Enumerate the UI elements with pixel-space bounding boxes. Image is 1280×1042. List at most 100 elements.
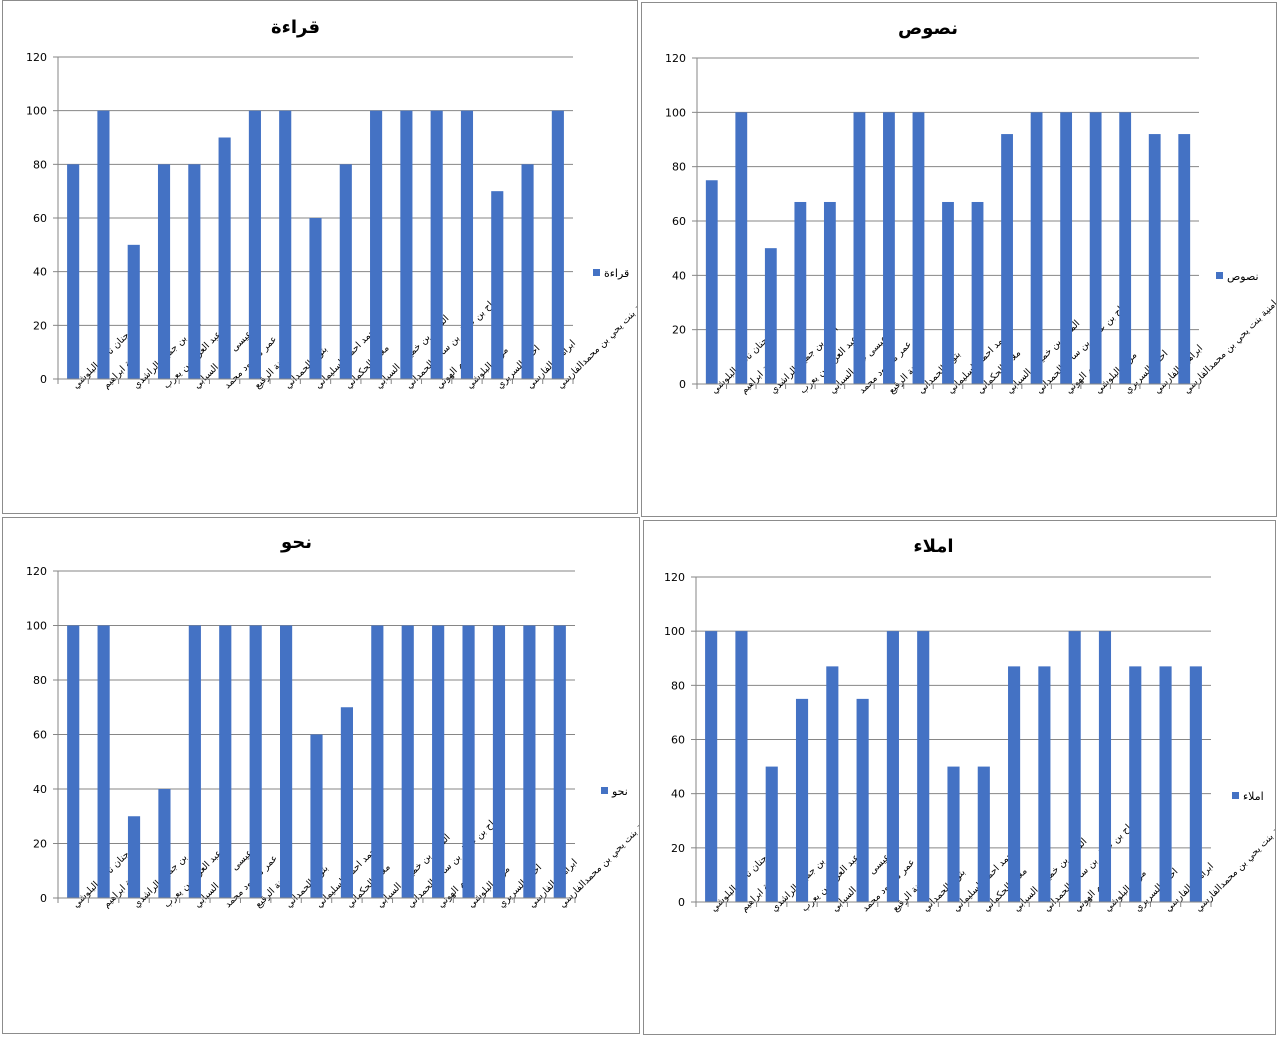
y-tick-label: 120 (26, 565, 47, 578)
bar (279, 110, 292, 380)
legend-label: املاء (1243, 790, 1264, 803)
bar (249, 625, 262, 898)
y-tick-label: 40 (33, 783, 47, 796)
bar (1001, 134, 1013, 384)
bar (735, 631, 748, 902)
bar (977, 766, 990, 902)
chart-title: املاء (913, 536, 953, 557)
bar (248, 110, 261, 380)
bar (883, 112, 895, 384)
bar (1068, 631, 1081, 902)
y-tick-label: 80 (33, 158, 47, 171)
y-tick-label: 20 (33, 319, 47, 332)
bar (795, 698, 809, 902)
bar (971, 201, 984, 384)
bar (432, 625, 445, 898)
legend-swatch (1232, 792, 1239, 799)
bar (492, 625, 506, 898)
bar (1060, 112, 1073, 384)
bar (1098, 631, 1112, 902)
legend-label: قراءة (604, 267, 629, 280)
bar (309, 218, 322, 379)
bar (401, 625, 414, 898)
bar (1030, 112, 1043, 384)
bar (912, 112, 925, 384)
legend-swatch (601, 787, 608, 794)
bar (400, 110, 413, 380)
legend-swatch (1216, 272, 1223, 279)
bar (1159, 666, 1172, 902)
y-tick-label: 40 (672, 269, 686, 282)
bar (551, 110, 564, 380)
y-tick-label: 20 (671, 842, 685, 855)
y-tick-label: 0 (40, 892, 47, 905)
bar (917, 631, 930, 902)
y-tick-label: 0 (678, 896, 685, 909)
y-tick-label: 80 (671, 679, 685, 692)
bar (1148, 134, 1161, 384)
bar (1089, 112, 1102, 384)
bar (280, 625, 293, 898)
y-tick-label: 120 (665, 52, 686, 65)
bar (735, 112, 748, 384)
bar (97, 625, 110, 898)
y-tick-label: 20 (672, 324, 686, 337)
bar (188, 625, 201, 898)
bar (219, 625, 232, 898)
bar (705, 631, 718, 902)
bar (826, 666, 839, 902)
y-tick-label: 0 (40, 373, 47, 386)
chart-title: نحو (280, 532, 312, 553)
bar (430, 110, 443, 380)
bar (1178, 134, 1191, 384)
bar (371, 625, 384, 898)
bar (158, 789, 171, 898)
bar (370, 110, 383, 380)
bar (67, 625, 80, 898)
y-tick-label: 20 (33, 838, 47, 851)
bar (127, 244, 140, 379)
y-tick-label: 100 (26, 620, 47, 633)
bar (1038, 666, 1051, 902)
y-tick-label: 60 (672, 215, 686, 228)
bar (1129, 666, 1142, 902)
bar (339, 164, 352, 379)
bar (794, 201, 807, 384)
bar (188, 164, 201, 379)
bar (310, 734, 323, 898)
bar (462, 625, 475, 898)
bar (765, 766, 778, 902)
y-tick-label: 100 (664, 625, 685, 638)
bar (1008, 666, 1021, 902)
bar (460, 110, 474, 380)
bar (553, 625, 566, 898)
bar (523, 625, 536, 898)
legend-swatch (593, 269, 600, 276)
y-tick-label: 120 (26, 51, 47, 64)
y-tick-label: 60 (33, 212, 47, 225)
bar (157, 164, 171, 379)
bar (705, 180, 718, 384)
bar (764, 248, 777, 384)
y-tick-label: 40 (33, 266, 47, 279)
y-tick-label: 80 (672, 161, 686, 174)
chart-title: قراءة (271, 17, 320, 38)
y-tick-label: 60 (33, 729, 47, 742)
y-tick-label: 100 (26, 105, 47, 118)
y-tick-label: 80 (33, 674, 47, 687)
bar (942, 201, 954, 384)
y-tick-label: 100 (665, 106, 686, 119)
bar (1119, 112, 1132, 384)
bar (67, 164, 80, 379)
bar (491, 191, 504, 379)
y-tick-label: 40 (671, 788, 685, 801)
bar (856, 698, 869, 902)
bar (127, 816, 141, 898)
y-tick-label: 120 (664, 571, 685, 584)
